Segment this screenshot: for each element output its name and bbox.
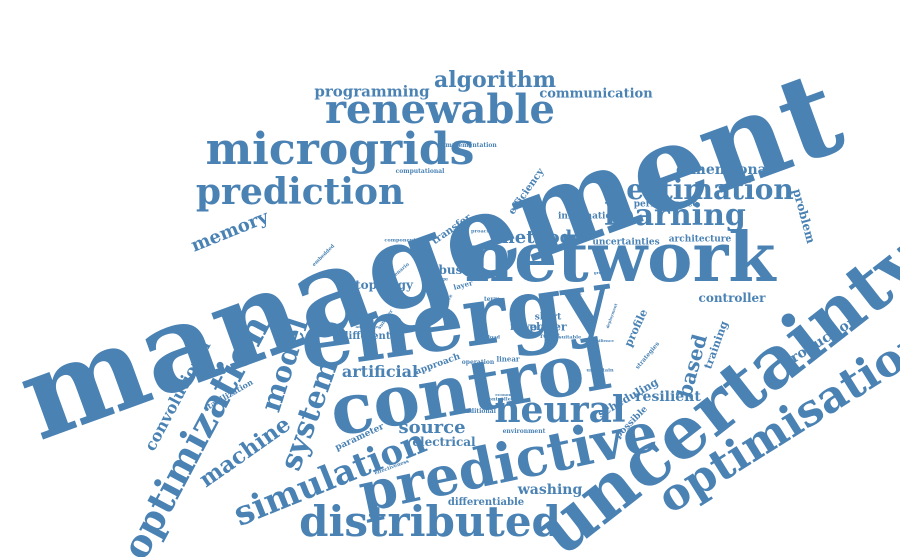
word-controlled: controlled (485, 396, 515, 403)
word-short: short (534, 312, 562, 323)
word-architecture: architecture (668, 234, 732, 245)
word-implementation: implementation (443, 142, 497, 149)
word-economic: economic (495, 392, 517, 397)
word-operation: operation (461, 359, 495, 366)
word-result: result (540, 333, 560, 340)
word-profile: profile (621, 307, 651, 349)
word-problem: problem (789, 187, 819, 245)
word-different: different (341, 331, 391, 342)
word-neural: neural (494, 389, 626, 431)
word-differentiable: differentiable (447, 497, 525, 508)
word-electrical: electrical (412, 435, 476, 449)
word-agent: agent (562, 290, 582, 297)
word-learning: learning (604, 198, 746, 233)
word-advantage: advantage (355, 324, 379, 329)
word-performance: performance (633, 199, 699, 210)
word-component: component (384, 237, 416, 244)
word-resilience: resilience (592, 338, 614, 343)
word-distributed: distributed (299, 497, 561, 546)
word-source: source (398, 417, 466, 438)
word-dimensional: dimensional (675, 162, 773, 178)
word-artificial: artificial (341, 362, 419, 381)
word-renewable: renewable (324, 86, 556, 133)
word-computational: computational (395, 168, 445, 175)
word-method: method (495, 227, 573, 248)
word-novel: novel (510, 322, 540, 333)
word-programming: programming (314, 82, 430, 101)
word-power: power (529, 320, 567, 334)
word-change: change (427, 276, 449, 283)
word-linear: linear (496, 354, 520, 364)
word-network: network (464, 218, 776, 298)
word-estimation: estimation (626, 173, 794, 206)
word-communication: communication (539, 86, 653, 102)
word-term: term (483, 296, 501, 303)
word-proactive: proactive (470, 228, 498, 235)
word-prediction: prediction (195, 171, 405, 213)
word-robust: robust (424, 263, 468, 277)
word-uncertainties: uncertainties (592, 237, 660, 248)
word-information: information (557, 211, 619, 222)
word-strategies: strategies (634, 340, 662, 371)
word-resilient: resilient (635, 389, 701, 405)
word-washing: washing (517, 482, 583, 498)
word-ground: ground (593, 270, 611, 275)
word-algorithm: algorithm (433, 67, 557, 93)
word-topology: topology (355, 278, 413, 292)
word-load: load (488, 334, 500, 341)
word-suitable: suitable (558, 334, 582, 341)
word-uncertain: uncertain (586, 367, 614, 374)
word-controller: controller (698, 291, 766, 305)
word-traditional: traditional (460, 408, 496, 415)
word-environment: environment (502, 428, 546, 435)
word-microgrids: microgrids (205, 124, 475, 175)
